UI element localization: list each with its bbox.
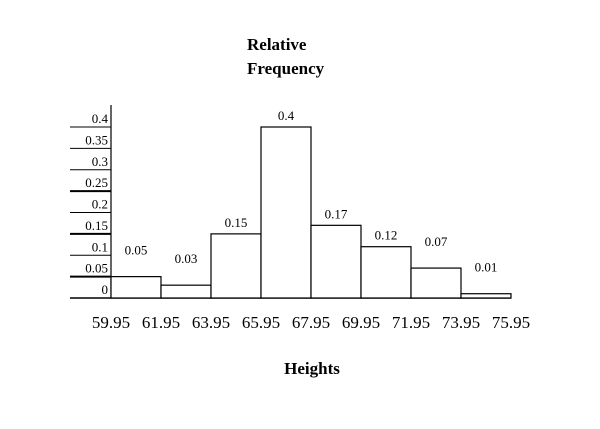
x-tick-label: 67.95 <box>292 313 330 332</box>
y-tick-label: 0.25 <box>85 175 108 190</box>
y-tick-label: 0.15 <box>85 218 108 233</box>
bar-value-label: 0.12 <box>375 228 398 243</box>
bar-value-label: 0.17 <box>325 206 348 221</box>
histogram-bar <box>460 293 512 299</box>
histogram-bar <box>160 284 212 299</box>
y-tick-label: 0.05 <box>85 261 108 276</box>
x-tick-label: 69.95 <box>342 313 380 332</box>
bar-value-label: 0.07 <box>425 234 448 249</box>
bar-value-label: 0.03 <box>175 251 198 266</box>
x-tick-label: 65.95 <box>242 313 280 332</box>
histogram-bar <box>260 126 312 299</box>
bars: 0.05 0.03 0.15 0.4 0.17 0.12 0.07 0.01 <box>110 108 512 299</box>
chart-title-line-1: Relative <box>247 35 307 54</box>
y-tick-label: 0 <box>102 282 109 297</box>
x-tick-label: 73.95 <box>442 313 480 332</box>
y-tick-label: 0.1 <box>92 239 108 254</box>
y-tick-label: 0.3 <box>92 154 108 169</box>
histogram-bar <box>210 233 262 299</box>
axes: 0 0.05 0.1 0.15 0.2 0.25 0.3 0.35 0.4 59.95 61.95 6… <box>70 105 530 332</box>
histogram-bar <box>310 224 362 299</box>
x-tick-label: 63.95 <box>192 313 230 332</box>
histogram-bar <box>360 246 412 299</box>
bar-value-label: 0.01 <box>475 260 498 275</box>
chart-title-line-2: Frequency <box>247 59 325 78</box>
y-tick-label: 0.35 <box>85 132 108 147</box>
x-axis-label: Heights <box>284 359 340 378</box>
y-tick-label: 0.4 <box>92 111 109 126</box>
bar-value-label: 0.15 <box>225 215 248 230</box>
y-tick-label: 0.2 <box>92 197 108 212</box>
histogram-bar <box>110 276 162 299</box>
x-tick-label: 71.95 <box>392 313 430 332</box>
histogram-bar <box>410 267 462 299</box>
x-tick-label: 59.95 <box>92 313 130 332</box>
bar-value-label: 0.05 <box>125 243 148 258</box>
x-tick-label: 61.95 <box>142 313 180 332</box>
x-tick-label: 75.95 <box>492 313 530 332</box>
bar-value-label: 0.4 <box>278 108 295 123</box>
